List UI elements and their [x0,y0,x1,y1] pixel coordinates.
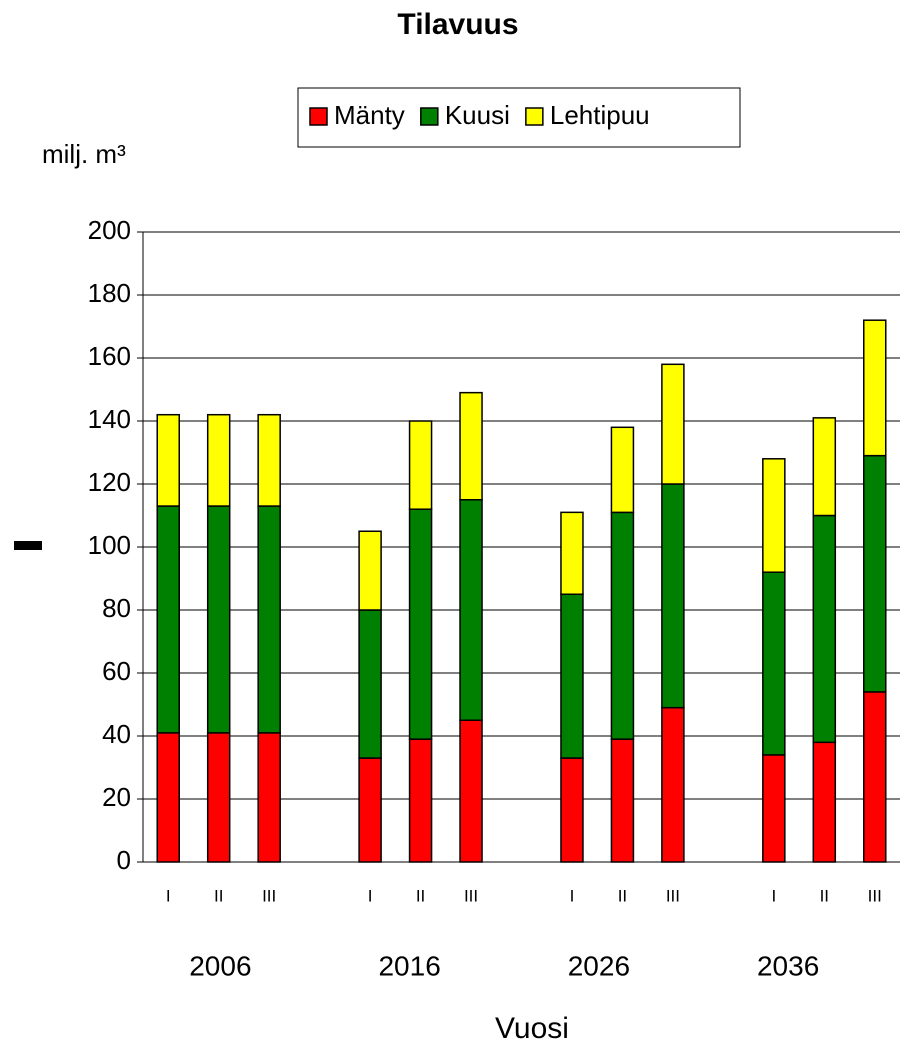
bar-segment [257,732,281,863]
bar-segment [812,417,837,517]
bar-segment [863,319,887,457]
decoration [14,541,42,550]
y-tick-label: 140 [88,404,131,434]
x-tick-label: III [666,886,680,905]
bar-segment [459,719,483,863]
bar-segment [560,593,584,759]
bar-segment [661,483,685,709]
bar-segment [459,499,483,721]
y-tick-label: 0 [117,845,131,875]
legend-label: Mänty [334,100,405,130]
group-label: 2016 [378,950,440,981]
legend-swatch [309,107,328,126]
x-tick-label: III [262,886,276,905]
bar-segment [560,757,584,863]
bar-segment [257,505,281,734]
x-tick-label: I [771,886,776,905]
legend-swatch [525,107,544,126]
y-tick-label: 200 [88,215,131,245]
y-tick-label: 20 [102,782,131,812]
bar-segment [156,505,180,734]
bar-segment [610,511,635,740]
y-axis-label: milj. m³ [42,139,126,169]
x-tick-label: II [214,886,223,905]
bar-segment [358,757,382,863]
bar-segment [610,426,635,514]
x-tick-label: II [416,886,425,905]
bar-segment [408,738,433,863]
bar-segment [560,511,584,595]
x-tick-label: II [820,886,829,905]
bar-segment [863,691,887,863]
y-tick-label: 100 [88,530,131,560]
bar-segment [206,732,231,863]
legend-swatch [420,107,439,126]
y-tick-label: 40 [102,719,131,749]
bar-segment [762,754,786,863]
bar-segment [661,706,685,863]
bar-segment [812,514,837,744]
y-tick-label: 80 [102,593,131,623]
bar-segment [459,391,483,501]
bar-segment [206,505,231,734]
bar-segment [661,363,685,485]
x-axis-label: Vuosi [495,1012,569,1045]
legend-box [297,87,741,148]
bar-segment [206,413,231,507]
y-tick-label: 120 [88,467,131,497]
x-tick-label: I [166,886,171,905]
chart-title: Tilavuus [397,8,518,41]
x-tick-label: III [464,886,478,905]
bar-segment [156,413,180,507]
y-tick-label: 60 [102,656,131,686]
group-label: 2036 [757,950,819,981]
bar-segment [257,413,281,507]
bar-segment [762,458,786,573]
bar-segment [358,530,382,611]
x-tick-label: II [618,886,627,905]
bar-segment [762,571,786,756]
bar-segment [156,732,180,863]
bar-segment [610,738,635,863]
bar-segment [408,420,433,510]
x-tick-label: III [868,886,882,905]
group-label: 2006 [189,950,251,981]
legend-label: Lehtipuu [550,100,650,130]
group-label: 2026 [568,950,630,981]
x-tick-label: I [368,886,373,905]
bar-segment [812,741,837,863]
legend-label: Kuusi [445,100,510,130]
y-tick-label: 180 [88,278,131,308]
x-tick-label: I [570,886,575,905]
bar-segment [358,609,382,759]
bar-segment [863,454,887,693]
y-tick-label: 160 [88,341,131,371]
bar-segment [408,508,433,740]
